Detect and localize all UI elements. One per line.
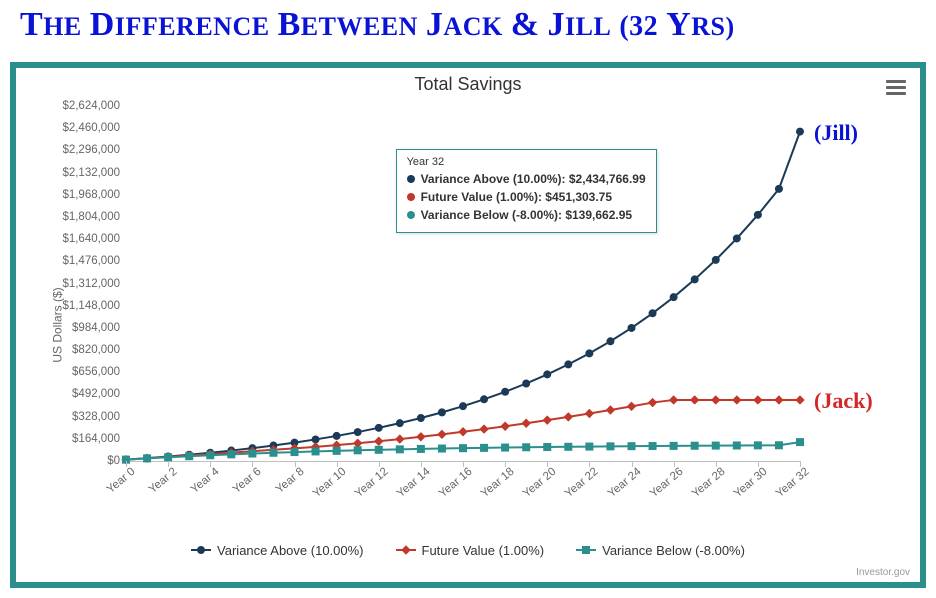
x-tick-label: Year 10 [307,461,349,500]
legend-item-above[interactable]: Variance Above (10.00%) [191,543,363,558]
handwritten-title: THE DIFFERENCE BETWEEN JACK & JILL (32 Y… [20,6,735,44]
x-tick-label: Year 28 [686,461,728,500]
chart-title: Total Savings [16,74,920,95]
tooltip-row: Variance Below (-8.00%): $139,662.95 [407,206,646,224]
annotation-jack: (Jack) [814,388,873,414]
y-tick-label: $1,640,000 [62,233,126,245]
x-tick-label: Year 4 [185,461,222,496]
tooltip-row: Future Value (1.00%): $451,303.75 [407,188,646,206]
plot-area: Year 32 Variance Above (10.00%): $2,434,… [126,106,800,462]
attribution-text: Investor.gov [856,567,910,578]
x-tick-label: Year 22 [559,461,601,500]
x-tick-label: Year 8 [269,461,306,496]
annotation-jill: (Jill) [814,120,858,146]
x-tick-label: Year 2 [143,461,180,496]
chart-menu-button[interactable] [886,80,906,96]
tooltip-row: Variance Above (10.00%): $2,434,766.99 [407,170,646,188]
x-tick-label: Year 24 [601,461,643,500]
y-tick-label: $984,000 [72,322,126,334]
x-tick-label: Year 12 [349,461,391,500]
x-tick-label: Year 18 [475,461,517,500]
y-tick-label: $492,000 [72,388,126,400]
y-tick-label: $1,804,000 [62,211,126,223]
y-tick-label: $1,476,000 [62,255,126,267]
x-tick-label: Year 16 [433,461,475,500]
chart-frame: Total Savings US Dollars ($) Year 32 Var… [10,62,926,588]
y-tick-label: $2,460,000 [62,122,126,134]
y-tick-label: $820,000 [72,344,126,356]
y-tick-label: $2,296,000 [62,144,126,156]
y-axis-label: US Dollars ($) [51,287,65,362]
legend-item-below[interactable]: Variance Below (-8.00%) [576,543,745,558]
y-tick-label: $328,000 [72,411,126,423]
y-tick-label: $1,312,000 [62,278,126,290]
tooltip-header: Year 32 [407,156,646,168]
x-tick-label: Year 6 [227,461,264,496]
chart-legend: Variance Above (10.00%) Future Value (1.0… [16,543,920,561]
y-tick-label: $656,000 [72,366,126,378]
x-tick-label: Year 14 [391,461,433,500]
x-tick-label: Year 20 [517,461,559,500]
y-tick-label: $1,148,000 [62,300,126,312]
y-tick-label: $164,000 [72,433,126,445]
x-tick-label: Year 32 [770,461,812,500]
legend-label: Variance Above (10.00%) [217,543,363,558]
y-tick-label: $2,132,000 [62,167,126,179]
chart-tooltip: Year 32 Variance Above (10.00%): $2,434,… [396,149,657,233]
y-tick-label: $2,624,000 [62,100,126,112]
x-tick-label: Year 30 [728,461,770,500]
legend-label: Future Value (1.00%) [422,543,545,558]
legend-label: Variance Below (-8.00%) [602,543,745,558]
y-tick-label: $1,968,000 [62,189,126,201]
x-tick-label: Year 26 [644,461,686,500]
legend-item-future[interactable]: Future Value (1.00%) [396,543,545,558]
